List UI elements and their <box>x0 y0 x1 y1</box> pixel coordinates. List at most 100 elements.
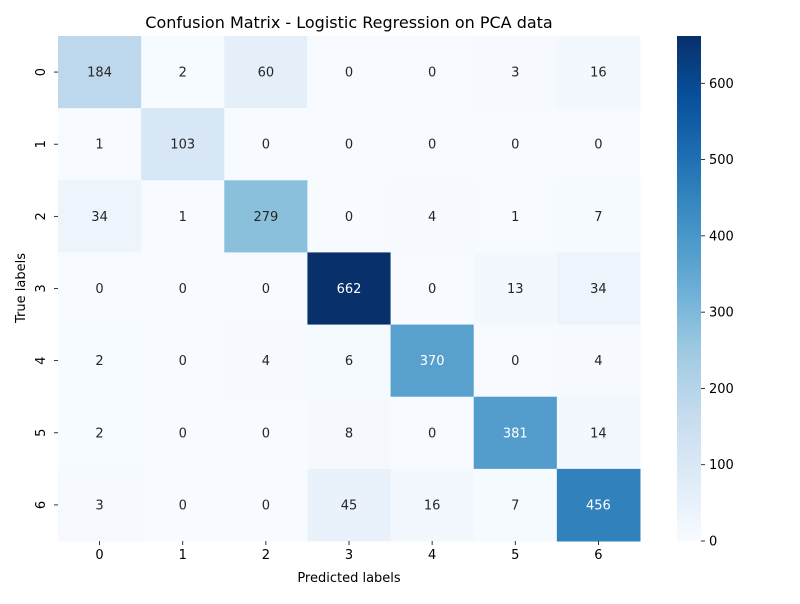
cell-value-label: 0 <box>262 138 270 153</box>
colorbar-tick-label: 400 <box>709 229 734 244</box>
heatmap-cells <box>58 36 641 542</box>
y-axis-ticks: 0 1 2 3 4 5 6 <box>34 68 58 509</box>
colorbar-tick-label: 0 <box>709 535 717 550</box>
cell-value-label: 6 <box>345 354 353 369</box>
cell-value-label: 0 <box>179 426 187 441</box>
heatmap-cell <box>390 396 475 470</box>
heatmap-cell <box>473 396 558 470</box>
heatmap-cell <box>307 324 392 398</box>
cell-value-label: 3 <box>95 498 103 513</box>
cell-value-label: 0 <box>428 282 436 297</box>
heatmap-cell-labels: 184 2 60 0 0 3 161 103 0 0 0 0 034 1 279 0 4 1 70 0 0 662 0 13 3… <box>87 66 611 514</box>
heatmap-cell <box>473 108 558 181</box>
heatmap-cell <box>224 180 308 253</box>
cell-value-label: 0 <box>179 282 187 297</box>
cell-value-label: 0 <box>428 66 436 81</box>
colorbar-tick-label: 600 <box>709 77 734 92</box>
cell-value-label: 4 <box>428 210 436 225</box>
cell-value-label: 381 <box>503 426 528 441</box>
cell-value-label: 60 <box>258 66 275 81</box>
cell-value-label: 0 <box>95 282 103 297</box>
cell-value-label: 662 <box>337 282 362 297</box>
cell-value-label: 1 <box>179 210 187 225</box>
heatmap-cell <box>58 252 142 326</box>
cell-value-label: 3 <box>511 66 519 81</box>
heatmap-cell <box>556 252 641 326</box>
x-tick-label: 3 <box>345 548 353 563</box>
heatmap-cell <box>556 468 641 542</box>
cell-value-label: 0 <box>345 210 353 225</box>
cell-value-label: 456 <box>586 498 611 513</box>
colorbar-ticks: 0 100 200 300 400 500 600 <box>701 77 734 550</box>
heatmap-cell <box>141 180 225 253</box>
cell-value-label: 34 <box>590 282 607 297</box>
cell-value-label: 1 <box>95 138 103 153</box>
cell-value-label: 0 <box>262 282 270 297</box>
cell-value-label: 34 <box>91 210 108 225</box>
heatmap-cell <box>473 36 558 109</box>
colorbar <box>677 36 701 541</box>
heatmap-cell <box>390 468 475 542</box>
heatmap-cell <box>58 324 142 398</box>
heatmap-cell <box>473 468 558 542</box>
y-tick-label: 6 <box>34 501 49 509</box>
cell-value-label: 370 <box>420 354 445 369</box>
heatmap-cell <box>224 468 308 542</box>
heatmap-cell <box>556 324 641 398</box>
heatmap-cell <box>556 180 641 253</box>
heatmap-cell <box>224 396 308 470</box>
cell-value-label: 8 <box>345 426 353 441</box>
chart-title: Confusion Matrix - Logistic Regression o… <box>145 13 552 32</box>
cell-value-label: 16 <box>590 66 607 81</box>
cell-value-label: 7 <box>511 498 519 513</box>
heatmap-cell <box>307 252 392 326</box>
heatmap-cell <box>224 108 308 181</box>
x-tick-label: 5 <box>511 548 519 563</box>
colorbar-tick-label: 300 <box>709 306 734 321</box>
heatmap-cell <box>390 108 475 181</box>
heatmap-cell <box>556 396 641 470</box>
cell-value-label: 45 <box>341 498 358 513</box>
y-tick-label: 3 <box>34 284 49 292</box>
cell-value-label: 0 <box>511 354 519 369</box>
cell-value-label: 16 <box>424 498 441 513</box>
cell-value-label: 0 <box>345 66 353 81</box>
y-axis-label: True labels <box>14 253 29 324</box>
x-tick-label: 4 <box>428 548 436 563</box>
heatmap-cell <box>390 252 475 326</box>
x-axis-label: Predicted labels <box>297 571 401 586</box>
cell-value-label: 2 <box>179 66 187 81</box>
cell-value-label: 1 <box>511 210 519 225</box>
cell-value-label: 0 <box>511 138 519 153</box>
y-tick-label: 5 <box>34 429 49 437</box>
heatmap-cell <box>473 324 558 398</box>
heatmap-cell <box>556 108 641 181</box>
cell-value-label: 14 <box>590 426 607 441</box>
heatmap-cell <box>141 252 225 326</box>
cell-value-label: 279 <box>253 210 278 225</box>
heatmap-cell <box>556 36 641 109</box>
heatmap-cell <box>141 468 225 542</box>
heatmap-cell <box>58 468 142 542</box>
heatmap-cell <box>473 180 558 253</box>
cell-value-label: 0 <box>594 138 602 153</box>
cell-value-label: 103 <box>170 138 195 153</box>
heatmap-cell <box>307 180 392 253</box>
heatmap-cell <box>58 396 142 470</box>
cell-value-label: 184 <box>87 66 112 81</box>
colorbar-tick-label: 200 <box>709 382 734 397</box>
heatmap-cell <box>307 108 392 181</box>
heatmap-cell <box>141 108 225 181</box>
cell-value-label: 0 <box>262 426 270 441</box>
heatmap-cell <box>141 324 225 398</box>
heatmap-cell <box>224 252 308 326</box>
cell-value-label: 0 <box>262 498 270 513</box>
y-tick-label: 2 <box>34 212 49 220</box>
heatmap-cell <box>58 180 142 253</box>
x-axis-ticks: 0 1 2 3 4 5 6 <box>95 541 603 563</box>
cell-value-label: 4 <box>262 354 270 369</box>
heatmap-cell <box>141 36 225 109</box>
cell-value-label: 4 <box>594 354 602 369</box>
cell-value-label: 0 <box>345 138 353 153</box>
